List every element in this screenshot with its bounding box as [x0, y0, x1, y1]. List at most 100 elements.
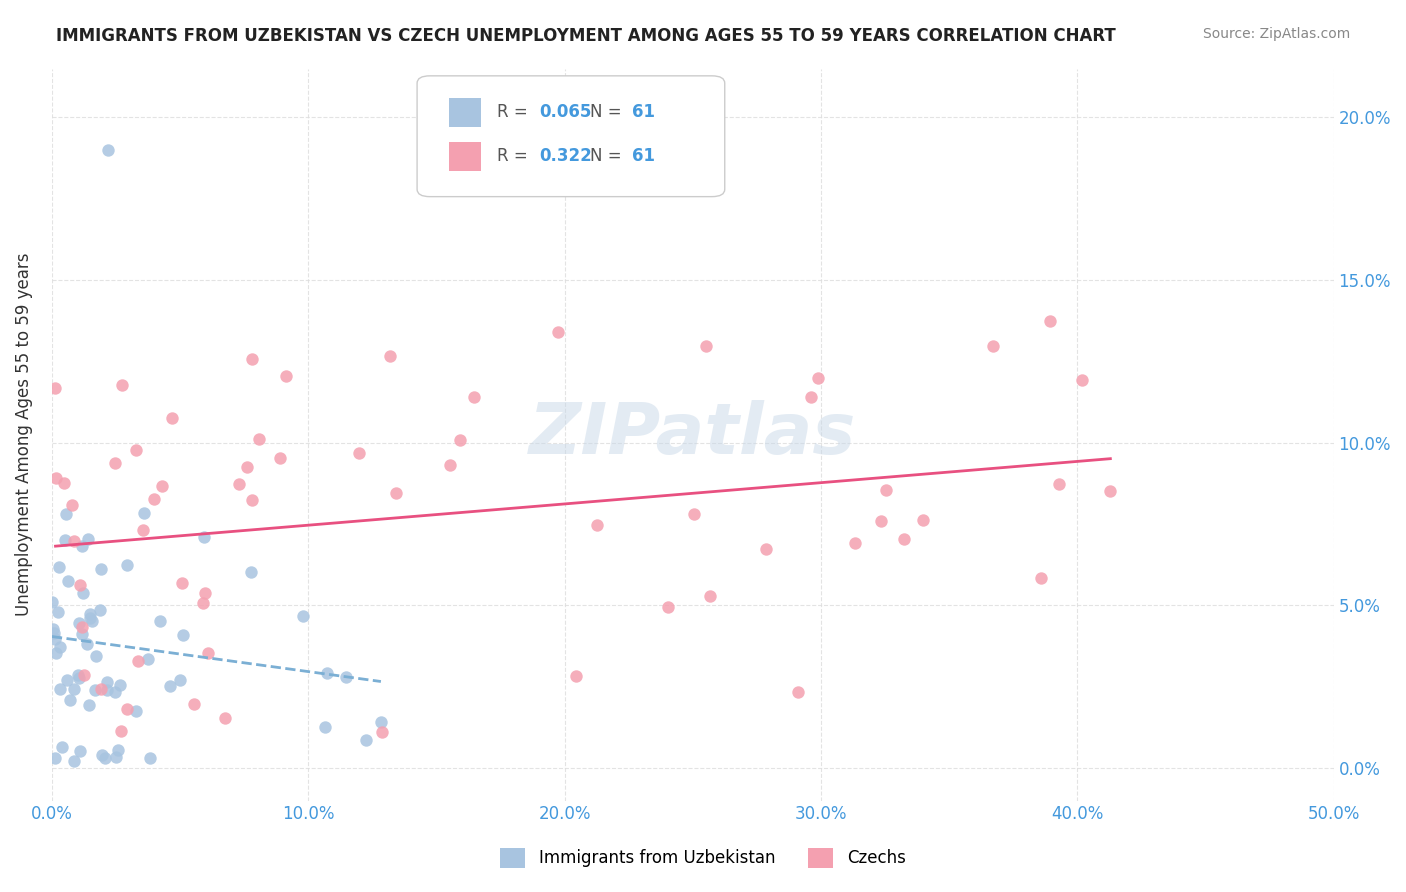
Point [235, 459, 257, 474]
Point [169, 673, 191, 687]
FancyBboxPatch shape [449, 98, 481, 127]
Point [378, 349, 401, 363]
Point [247, 432, 270, 446]
Point [439, 458, 461, 472]
Point [316, 665, 339, 680]
Point [127, 654, 149, 668]
Point [96, 675, 118, 690]
Point [94, 751, 117, 765]
Point [657, 599, 679, 614]
Text: ZIPatlas: ZIPatlas [529, 401, 856, 469]
Point [844, 536, 866, 550]
Point [586, 517, 609, 532]
Point [49, 640, 72, 655]
Point [89, 603, 111, 617]
Point [314, 720, 336, 734]
Point [60, 499, 83, 513]
Point [981, 339, 1004, 353]
Text: 61: 61 [633, 103, 655, 121]
Point [111, 378, 134, 392]
Point [875, 483, 897, 497]
Point [228, 476, 250, 491]
Point [162, 411, 184, 425]
Point [143, 492, 166, 507]
Point [104, 456, 127, 470]
Legend: Immigrants from Uzbekistan, Czechs: Immigrants from Uzbekistan, Czechs [494, 841, 912, 875]
Point [911, 513, 934, 527]
Point [115, 558, 138, 572]
Point [124, 704, 146, 718]
Point [77, 698, 100, 712]
Point [371, 725, 394, 739]
Point [172, 628, 194, 642]
Point [139, 751, 162, 765]
Point [800, 390, 823, 404]
Point [72, 586, 94, 600]
Point [82, 614, 104, 628]
Point [115, 702, 138, 716]
Point [45, 646, 67, 660]
Point [69, 578, 91, 592]
Point [104, 685, 127, 699]
Point [125, 442, 148, 457]
Point [807, 371, 830, 385]
Point [90, 682, 112, 697]
Point [49, 681, 72, 696]
Point [77, 532, 100, 546]
Point [197, 646, 219, 660]
Point [53, 476, 76, 491]
Point [1071, 373, 1094, 387]
Point [370, 714, 392, 729]
Point [335, 670, 357, 684]
Point [240, 352, 263, 367]
Point [62, 682, 84, 697]
Point [149, 615, 172, 629]
FancyBboxPatch shape [449, 142, 481, 171]
Point [79, 610, 101, 624]
Point [193, 531, 215, 545]
Point [170, 576, 193, 591]
Text: R =: R = [496, 103, 527, 121]
Point [132, 523, 155, 537]
Point [385, 486, 408, 500]
Point [70, 627, 93, 641]
Point [159, 679, 181, 693]
Point [547, 325, 569, 339]
Point [91, 747, 114, 762]
Point [67, 615, 90, 630]
Point [695, 339, 717, 353]
Point [191, 596, 214, 610]
Point [269, 450, 291, 465]
Point [84, 649, 107, 664]
Point [1047, 476, 1070, 491]
Point [55, 673, 77, 687]
Point [76, 637, 98, 651]
Point [72, 539, 94, 553]
Point [108, 678, 131, 692]
Point [70, 619, 93, 633]
Point [893, 533, 915, 547]
Point [63, 755, 86, 769]
Point [356, 733, 378, 747]
Point [55, 507, 77, 521]
FancyBboxPatch shape [418, 76, 724, 196]
Point [96, 683, 118, 698]
Point [73, 667, 96, 681]
Point [44, 381, 66, 395]
Point [44, 750, 66, 764]
Point [67, 668, 90, 682]
Point [44, 632, 66, 647]
Point [183, 697, 205, 711]
Point [110, 724, 132, 739]
Text: 0.065: 0.065 [538, 103, 592, 121]
Point [42, 625, 65, 640]
Point [58, 574, 80, 588]
Point [214, 711, 236, 725]
Text: Source: ZipAtlas.com: Source: ZipAtlas.com [1202, 27, 1350, 41]
Point [45, 470, 67, 484]
Point [869, 514, 891, 528]
Point [51, 740, 73, 755]
Point [53, 533, 76, 547]
Point [48, 559, 70, 574]
Point [787, 685, 810, 699]
